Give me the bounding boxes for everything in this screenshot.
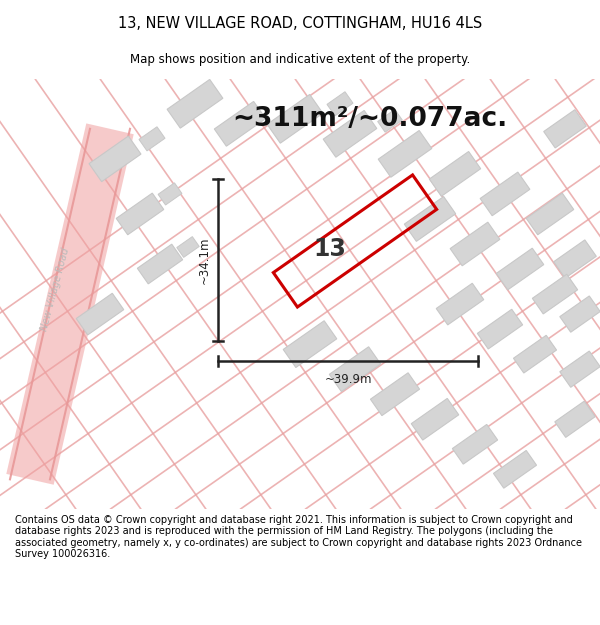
Polygon shape bbox=[158, 183, 182, 205]
Polygon shape bbox=[177, 237, 199, 258]
Text: ~34.1m: ~34.1m bbox=[197, 236, 211, 284]
Polygon shape bbox=[214, 101, 266, 146]
Polygon shape bbox=[116, 193, 164, 235]
Polygon shape bbox=[554, 240, 596, 278]
Text: Contains OS data © Crown copyright and database right 2021. This information is : Contains OS data © Crown copyright and d… bbox=[15, 515, 582, 559]
Polygon shape bbox=[452, 424, 497, 464]
Polygon shape bbox=[267, 94, 323, 143]
Polygon shape bbox=[411, 398, 459, 440]
Polygon shape bbox=[323, 111, 377, 158]
Polygon shape bbox=[370, 372, 419, 416]
Text: ~311m²/~0.077ac.: ~311m²/~0.077ac. bbox=[232, 106, 508, 132]
Polygon shape bbox=[76, 293, 124, 335]
Polygon shape bbox=[89, 136, 141, 182]
Polygon shape bbox=[450, 222, 500, 266]
Text: 13: 13 bbox=[314, 237, 346, 261]
Polygon shape bbox=[404, 196, 455, 241]
Polygon shape bbox=[378, 131, 432, 178]
Polygon shape bbox=[329, 347, 380, 392]
Polygon shape bbox=[283, 321, 337, 368]
Polygon shape bbox=[139, 127, 165, 151]
Polygon shape bbox=[430, 151, 481, 196]
Text: New Village Road: New Village Road bbox=[39, 246, 71, 332]
Polygon shape bbox=[377, 109, 403, 132]
Polygon shape bbox=[496, 248, 544, 290]
Polygon shape bbox=[514, 335, 557, 373]
Polygon shape bbox=[436, 283, 484, 325]
Polygon shape bbox=[493, 451, 536, 488]
Text: ~39.9m: ~39.9m bbox=[324, 372, 372, 386]
Polygon shape bbox=[560, 351, 600, 388]
Text: Map shows position and indicative extent of the property.: Map shows position and indicative extent… bbox=[130, 52, 470, 66]
Polygon shape bbox=[137, 244, 182, 284]
Polygon shape bbox=[478, 309, 523, 349]
Polygon shape bbox=[532, 274, 578, 314]
Polygon shape bbox=[526, 193, 574, 235]
Text: 13, NEW VILLAGE ROAD, COTTINGHAM, HU16 4LS: 13, NEW VILLAGE ROAD, COTTINGHAM, HU16 4… bbox=[118, 16, 482, 31]
Polygon shape bbox=[327, 92, 353, 116]
Polygon shape bbox=[555, 401, 595, 437]
Polygon shape bbox=[480, 172, 530, 216]
Polygon shape bbox=[560, 296, 600, 333]
Polygon shape bbox=[544, 110, 586, 148]
Polygon shape bbox=[167, 79, 223, 128]
